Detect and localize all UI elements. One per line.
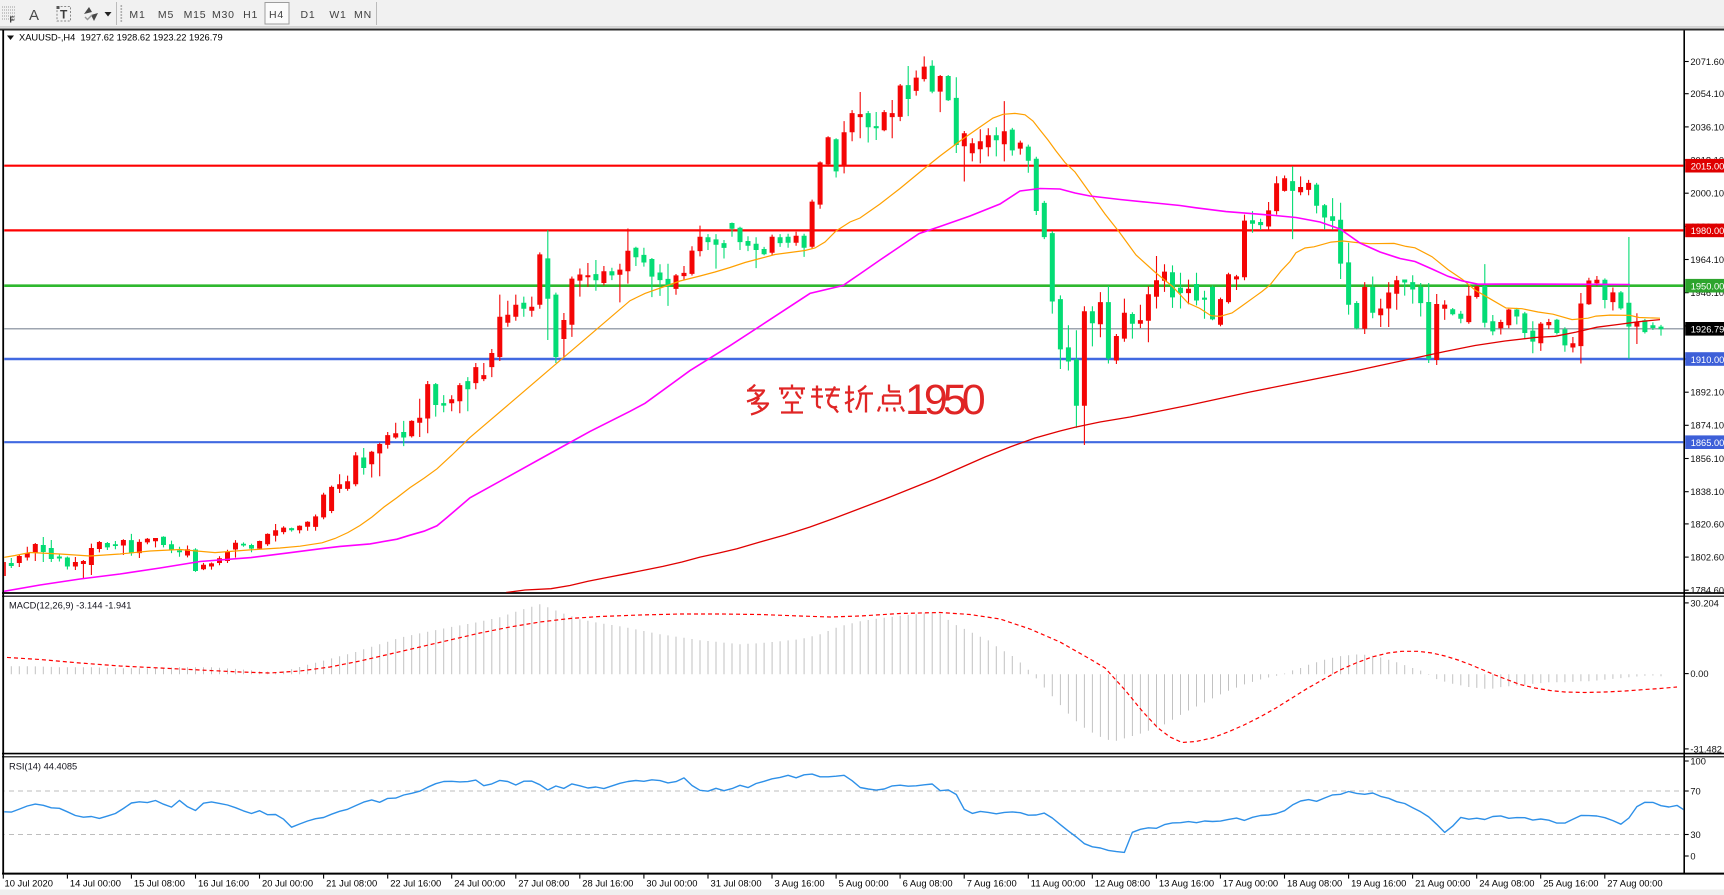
svg-text:-31.482: -31.482 — [1690, 744, 1722, 754]
svg-text:0.00: 0.00 — [1690, 669, 1708, 679]
svg-text:1820.60: 1820.60 — [1690, 519, 1724, 529]
svg-text:10 Jul 2020: 10 Jul 2020 — [5, 878, 53, 889]
svg-text:12 Aug 08:00: 12 Aug 08:00 — [1095, 878, 1150, 889]
svg-text:7 Aug 16:00: 7 Aug 16:00 — [967, 878, 1017, 889]
svg-text:70: 70 — [1690, 786, 1700, 796]
svg-text:18 Aug 08:00: 18 Aug 08:00 — [1287, 878, 1342, 889]
svg-text:2054.10: 2054.10 — [1690, 89, 1724, 99]
svg-text:30: 30 — [1690, 830, 1700, 840]
svg-text:H1: H1 — [243, 9, 258, 21]
svg-text:MACD(12,26,9) -3.144 -1.941: MACD(12,26,9) -3.144 -1.941 — [9, 601, 131, 611]
svg-text:17 Aug 00:00: 17 Aug 00:00 — [1223, 878, 1278, 889]
svg-text:28 Jul 16:00: 28 Jul 16:00 — [582, 878, 633, 889]
svg-text:5 Aug 00:00: 5 Aug 00:00 — [839, 878, 889, 889]
svg-text:M1: M1 — [129, 9, 145, 21]
svg-text:21 Aug 00:00: 21 Aug 00:00 — [1415, 878, 1470, 889]
svg-text:22 Jul 16:00: 22 Jul 16:00 — [390, 878, 441, 889]
svg-text:1980.00: 1980.00 — [1691, 226, 1724, 236]
svg-text:1946.10: 1946.10 — [1690, 288, 1724, 298]
svg-text:27 Jul 08:00: 27 Jul 08:00 — [518, 878, 569, 889]
svg-text:11 Aug 00:00: 11 Aug 00:00 — [1031, 878, 1086, 889]
svg-text:W1: W1 — [329, 9, 346, 21]
svg-text:1856.10: 1856.10 — [1690, 454, 1724, 464]
svg-text:1964.10: 1964.10 — [1690, 255, 1724, 265]
svg-text:19 Aug 16:00: 19 Aug 16:00 — [1351, 878, 1406, 889]
svg-text:1910.00: 1910.00 — [1691, 355, 1724, 365]
svg-text:24 Aug 08:00: 24 Aug 08:00 — [1479, 878, 1534, 889]
svg-text:M5: M5 — [158, 9, 174, 21]
svg-text:1874.10: 1874.10 — [1690, 421, 1724, 431]
svg-text:14 Jul 00:00: 14 Jul 00:00 — [70, 878, 121, 889]
svg-text:3 Aug 16:00: 3 Aug 16:00 — [775, 878, 825, 889]
svg-text:1784.60: 1784.60 — [1690, 586, 1724, 596]
svg-text:2071.60: 2071.60 — [1690, 57, 1724, 67]
svg-text:1802.60: 1802.60 — [1690, 553, 1724, 563]
svg-text:6 Aug 08:00: 6 Aug 08:00 — [903, 878, 953, 889]
svg-text:2015.00: 2015.00 — [1691, 162, 1724, 172]
svg-text:15 Jul 08:00: 15 Jul 08:00 — [134, 878, 185, 889]
svg-text:1865.00: 1865.00 — [1691, 438, 1724, 448]
svg-text:1950: 1950 — [905, 376, 985, 424]
svg-text:XAUUSD-,H4 1927.62 1928.62 19: XAUUSD-,H4 1927.62 1928.62 1923.22 1926.… — [19, 33, 223, 43]
svg-text:1892.10: 1892.10 — [1690, 388, 1724, 398]
svg-text:21 Jul 08:00: 21 Jul 08:00 — [326, 878, 377, 889]
svg-text:F: F — [10, 15, 15, 25]
svg-text:2036.10: 2036.10 — [1690, 122, 1724, 132]
svg-text:24 Jul 00:00: 24 Jul 00:00 — [454, 878, 505, 889]
svg-text:RSI(14) 44.4085: RSI(14) 44.4085 — [9, 762, 77, 772]
svg-text:25 Aug 16:00: 25 Aug 16:00 — [1543, 878, 1598, 889]
svg-text:31 Jul 08:00: 31 Jul 08:00 — [711, 878, 762, 889]
svg-text:0: 0 — [1690, 851, 1695, 861]
svg-text:MN: MN — [354, 9, 372, 21]
svg-text:16 Jul 16:00: 16 Jul 16:00 — [198, 878, 249, 889]
svg-text:1838.10: 1838.10 — [1690, 487, 1724, 497]
svg-text:T: T — [60, 8, 68, 22]
svg-text:A: A — [29, 7, 39, 24]
svg-text:1950.00: 1950.00 — [1691, 282, 1724, 292]
svg-text:M30: M30 — [212, 9, 235, 21]
svg-text:D1: D1 — [300, 9, 315, 21]
svg-text:20 Jul 00:00: 20 Jul 00:00 — [262, 878, 313, 889]
svg-text:2000.10: 2000.10 — [1690, 189, 1724, 199]
svg-text:30.204: 30.204 — [1690, 598, 1718, 608]
svg-text:M15: M15 — [184, 9, 207, 21]
svg-text:30 Jul 00:00: 30 Jul 00:00 — [646, 878, 697, 889]
svg-text:100: 100 — [1690, 756, 1706, 766]
svg-text:13 Aug 16:00: 13 Aug 16:00 — [1159, 878, 1214, 889]
svg-text:H4: H4 — [269, 9, 284, 21]
svg-text:27 Aug 00:00: 27 Aug 00:00 — [1607, 878, 1662, 889]
svg-text:1926.79: 1926.79 — [1691, 325, 1724, 335]
